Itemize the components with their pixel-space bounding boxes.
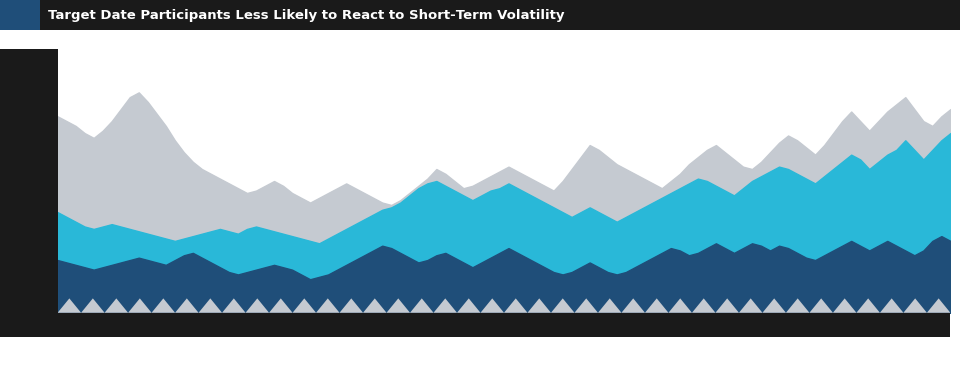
Polygon shape <box>410 298 434 313</box>
Polygon shape <box>58 298 81 313</box>
Text: Target Date Participants Less Likely to React to Short‑Term Volatility: Target Date Participants Less Likely to … <box>48 8 564 22</box>
Polygon shape <box>833 298 856 313</box>
Polygon shape <box>457 298 481 313</box>
Polygon shape <box>199 298 222 313</box>
Polygon shape <box>504 298 527 313</box>
Polygon shape <box>551 298 574 313</box>
Polygon shape <box>786 298 809 313</box>
Polygon shape <box>903 298 927 313</box>
Polygon shape <box>574 298 598 313</box>
Bar <box>58 313 950 366</box>
Polygon shape <box>222 298 246 313</box>
Polygon shape <box>246 298 269 313</box>
Polygon shape <box>809 298 833 313</box>
Polygon shape <box>668 298 692 313</box>
Bar <box>0 49 58 337</box>
Polygon shape <box>363 298 387 313</box>
Polygon shape <box>739 298 762 313</box>
Polygon shape <box>856 298 880 313</box>
Polygon shape <box>316 298 340 313</box>
Polygon shape <box>128 298 152 313</box>
Polygon shape <box>387 298 410 313</box>
Polygon shape <box>645 298 668 313</box>
Polygon shape <box>621 298 645 313</box>
Polygon shape <box>434 298 457 313</box>
Polygon shape <box>927 298 950 313</box>
Polygon shape <box>340 298 363 313</box>
Polygon shape <box>481 298 504 313</box>
Polygon shape <box>269 298 293 313</box>
Polygon shape <box>715 298 739 313</box>
Polygon shape <box>105 298 128 313</box>
Polygon shape <box>880 298 903 313</box>
Polygon shape <box>152 298 175 313</box>
Legend: Participants With 0% of Account Invested in Target Date Funds: Participants With 0% of Account Invested… <box>28 0 417 8</box>
Polygon shape <box>762 298 786 313</box>
Polygon shape <box>527 298 551 313</box>
Polygon shape <box>598 298 621 313</box>
Polygon shape <box>293 298 316 313</box>
Polygon shape <box>81 298 105 313</box>
Polygon shape <box>175 298 199 313</box>
Polygon shape <box>692 298 715 313</box>
